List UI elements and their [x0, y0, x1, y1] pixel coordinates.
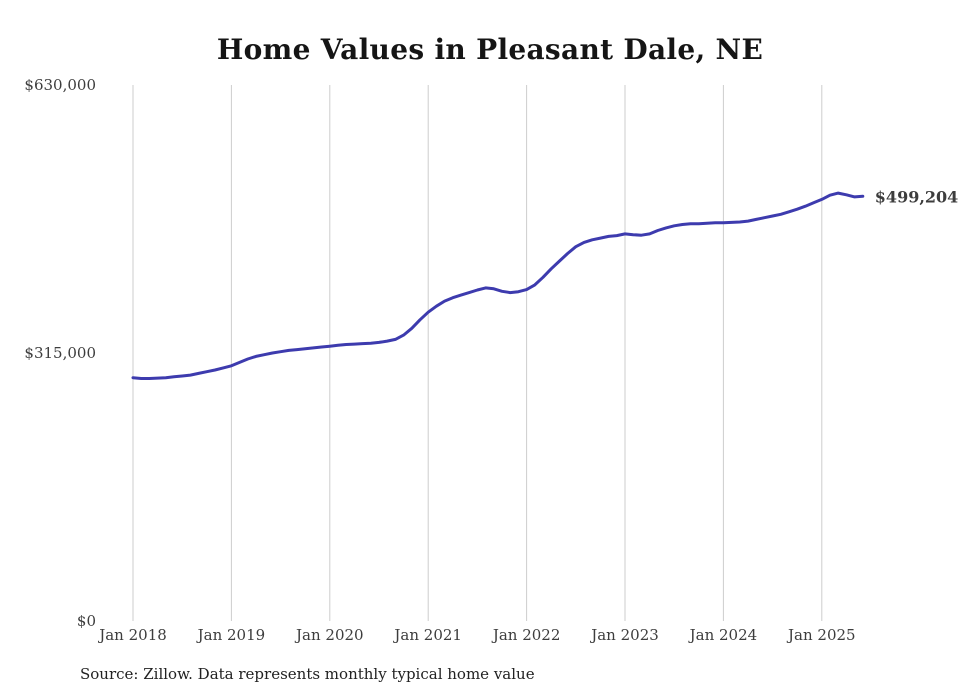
home-value-line — [131, 191, 865, 380]
x-tick-label: Jan 2019 — [196, 626, 266, 644]
x-tick-label: Jan 2025 — [786, 626, 856, 644]
source-note: Source: Zillow. Data represents monthly … — [80, 665, 535, 683]
y-tick-label: $630,000 — [24, 76, 96, 94]
x-tick-label: Jan 2020 — [294, 626, 364, 644]
chart-title: Home Values in Pleasant Dale, NE — [216, 33, 764, 66]
x-tick-label: Jan 2021 — [392, 626, 462, 644]
latest-value-label: $499,204 — [875, 187, 959, 206]
x-tick-label: Jan 2024 — [688, 626, 758, 644]
x-tick-label: Jan 2023 — [589, 626, 659, 644]
x-tick-label: Jan 2018 — [97, 626, 167, 644]
y-tick-label: $0 — [77, 612, 96, 630]
x-tick-label: Jan 2022 — [491, 626, 561, 644]
y-tick-label: $315,000 — [24, 344, 96, 362]
